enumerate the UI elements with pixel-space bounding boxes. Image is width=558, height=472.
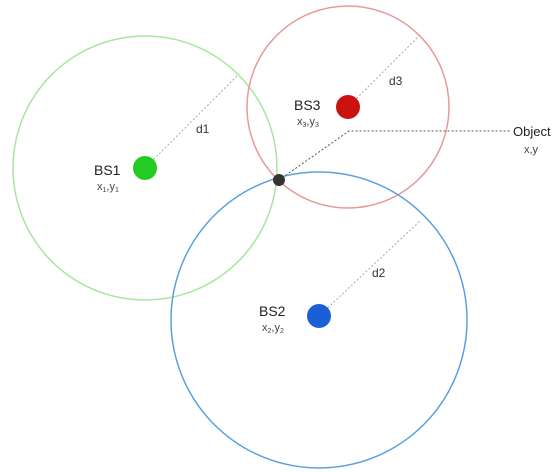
bs1-distance-label: d1 — [196, 122, 210, 136]
bs1-range-circle — [12, 35, 278, 301]
bs1-label: BS1 — [94, 162, 121, 178]
bs1-distance-line — [144, 74, 239, 169]
station-bs1: d1 BS1 x1,y1 — [12, 35, 278, 301]
station-bs3: d3 BS3 x3,y3 — [246, 5, 450, 209]
object-point-group: Object x,y — [273, 124, 551, 186]
object-label: Object — [513, 124, 551, 139]
bs2-distance-line — [318, 219, 422, 317]
bs3-marker — [336, 95, 360, 119]
bs2-marker — [307, 304, 331, 328]
bs3-distance-label: d3 — [389, 74, 403, 88]
bs2-label: BS2 — [259, 303, 286, 319]
bs3-range-circle — [246, 5, 450, 209]
bs3-label: BS3 — [294, 97, 321, 113]
bs2-distance-label: d2 — [372, 266, 386, 280]
bs2-range-circle — [170, 171, 468, 469]
bs1-coord: x1,y1 — [97, 181, 119, 194]
station-bs2: d2 BS2 x2,y2 — [170, 171, 468, 469]
bs3-distance-line — [347, 34, 421, 108]
object-coord: x,y — [524, 144, 539, 156]
bs3-coord: x3,y3 — [297, 116, 319, 129]
bs2-coord: x2,y2 — [262, 322, 284, 335]
object-marker — [273, 174, 285, 186]
bs1-marker — [133, 156, 157, 180]
object-leader-line — [278, 130, 510, 181]
